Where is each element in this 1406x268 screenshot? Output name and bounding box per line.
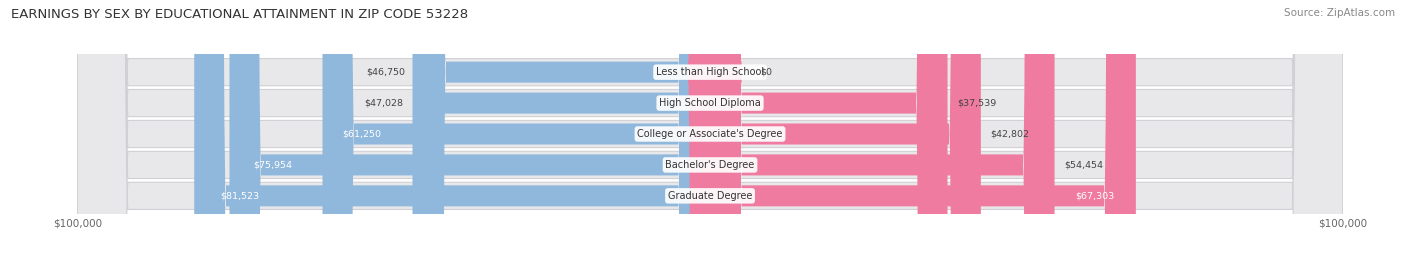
FancyBboxPatch shape xyxy=(710,0,948,268)
Text: Source: ZipAtlas.com: Source: ZipAtlas.com xyxy=(1284,8,1395,18)
Text: EARNINGS BY SEX BY EDUCATIONAL ATTAINMENT IN ZIP CODE 53228: EARNINGS BY SEX BY EDUCATIONAL ATTAINMEN… xyxy=(11,8,468,21)
FancyBboxPatch shape xyxy=(710,0,1054,268)
FancyBboxPatch shape xyxy=(194,0,710,268)
Text: $47,028: $47,028 xyxy=(364,99,404,107)
Text: $54,454: $54,454 xyxy=(1064,161,1104,169)
Text: $67,303: $67,303 xyxy=(1076,191,1115,200)
Text: Bachelor's Degree: Bachelor's Degree xyxy=(665,160,755,170)
Text: $0: $0 xyxy=(761,68,773,77)
Text: High School Diploma: High School Diploma xyxy=(659,98,761,108)
FancyBboxPatch shape xyxy=(77,0,1343,268)
Text: $81,523: $81,523 xyxy=(219,191,259,200)
Text: Less than High School: Less than High School xyxy=(657,67,763,77)
FancyBboxPatch shape xyxy=(77,0,1343,268)
FancyBboxPatch shape xyxy=(710,0,1136,268)
FancyBboxPatch shape xyxy=(412,0,710,268)
FancyBboxPatch shape xyxy=(77,0,1343,268)
Text: $46,750: $46,750 xyxy=(366,68,405,77)
Text: College or Associate's Degree: College or Associate's Degree xyxy=(637,129,783,139)
Text: $75,954: $75,954 xyxy=(253,161,292,169)
Text: $42,802: $42,802 xyxy=(990,129,1029,139)
FancyBboxPatch shape xyxy=(77,0,1343,268)
Text: $37,539: $37,539 xyxy=(957,99,997,107)
FancyBboxPatch shape xyxy=(688,0,742,268)
FancyBboxPatch shape xyxy=(322,0,710,268)
Text: $61,250: $61,250 xyxy=(342,129,381,139)
FancyBboxPatch shape xyxy=(229,0,710,268)
Text: Graduate Degree: Graduate Degree xyxy=(668,191,752,201)
FancyBboxPatch shape xyxy=(77,0,1343,268)
FancyBboxPatch shape xyxy=(415,0,710,268)
FancyBboxPatch shape xyxy=(710,0,981,268)
